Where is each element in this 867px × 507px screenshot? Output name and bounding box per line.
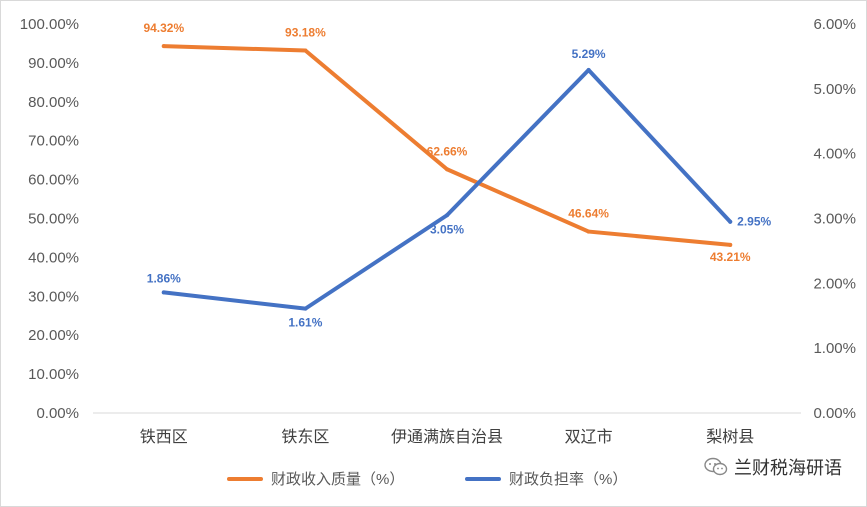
legend-label: 财政负担率（%） bbox=[509, 471, 627, 488]
data-label: 1.61% bbox=[288, 316, 322, 330]
y-right-tick-label: 2.00% bbox=[813, 275, 856, 292]
y-left-tick-label: 70.00% bbox=[28, 133, 79, 150]
x-tick-label: 伊通满族自治县 bbox=[391, 428, 503, 446]
y-left-tick-label: 60.00% bbox=[28, 172, 79, 189]
y-right-tick-label: 5.00% bbox=[813, 81, 856, 98]
data-point bbox=[303, 306, 308, 311]
data-label: 2.95% bbox=[737, 215, 771, 229]
series-line-2 bbox=[161, 68, 733, 311]
data-point bbox=[445, 167, 449, 172]
data-label: 62.66% bbox=[427, 144, 468, 158]
data-point bbox=[161, 290, 166, 295]
y-left-tick-label: 90.00% bbox=[28, 55, 79, 72]
legend-label: 财政收入质量（%） bbox=[271, 471, 404, 488]
y-right-tick-label: 3.00% bbox=[813, 211, 856, 228]
data-point bbox=[728, 242, 733, 247]
wechat-icon bbox=[704, 457, 728, 476]
x-tick-label: 铁东区 bbox=[281, 428, 329, 446]
data-label: 5.29% bbox=[572, 47, 606, 61]
y-left-tick-label: 80.00% bbox=[28, 94, 79, 111]
x-tick-label: 双辽市 bbox=[565, 428, 613, 446]
x-tick-label: 梨树县 bbox=[706, 428, 754, 446]
data-point bbox=[586, 68, 591, 73]
y-right-tick-label: 1.00% bbox=[813, 340, 856, 357]
y-left-tick-label: 20.00% bbox=[28, 327, 79, 344]
data-point bbox=[445, 213, 449, 218]
y-left-tick-label: 0.00% bbox=[36, 405, 79, 422]
y-right-tick-label: 0.00% bbox=[813, 405, 856, 422]
y-left-tick-label: 50.00% bbox=[28, 211, 79, 228]
data-label: 46.64% bbox=[568, 207, 609, 221]
y-left-tick-label: 40.00% bbox=[28, 249, 79, 266]
data-label: 1.86% bbox=[147, 271, 181, 285]
y-left-tick-label: 10.00% bbox=[28, 366, 79, 383]
watermark-text: 兰财税海研语 bbox=[734, 458, 842, 478]
data-point bbox=[586, 229, 591, 234]
y-right-tick-label: 4.00% bbox=[813, 146, 856, 163]
data-point bbox=[303, 48, 308, 53]
y-right-tick-label: 6.00% bbox=[813, 16, 856, 33]
y-left-tick-label: 100.00% bbox=[20, 16, 79, 33]
data-label: 43.21% bbox=[710, 250, 751, 264]
data-label: 93.18% bbox=[285, 26, 326, 40]
watermark: 兰财税海研语 bbox=[704, 454, 842, 480]
x-tick-label: 铁西区 bbox=[140, 428, 188, 446]
data-point bbox=[728, 219, 733, 224]
data-label: 94.32% bbox=[143, 21, 184, 35]
data-point bbox=[161, 44, 166, 49]
data-label: 3.05% bbox=[430, 222, 464, 236]
y-left-tick-label: 30.00% bbox=[28, 288, 79, 305]
